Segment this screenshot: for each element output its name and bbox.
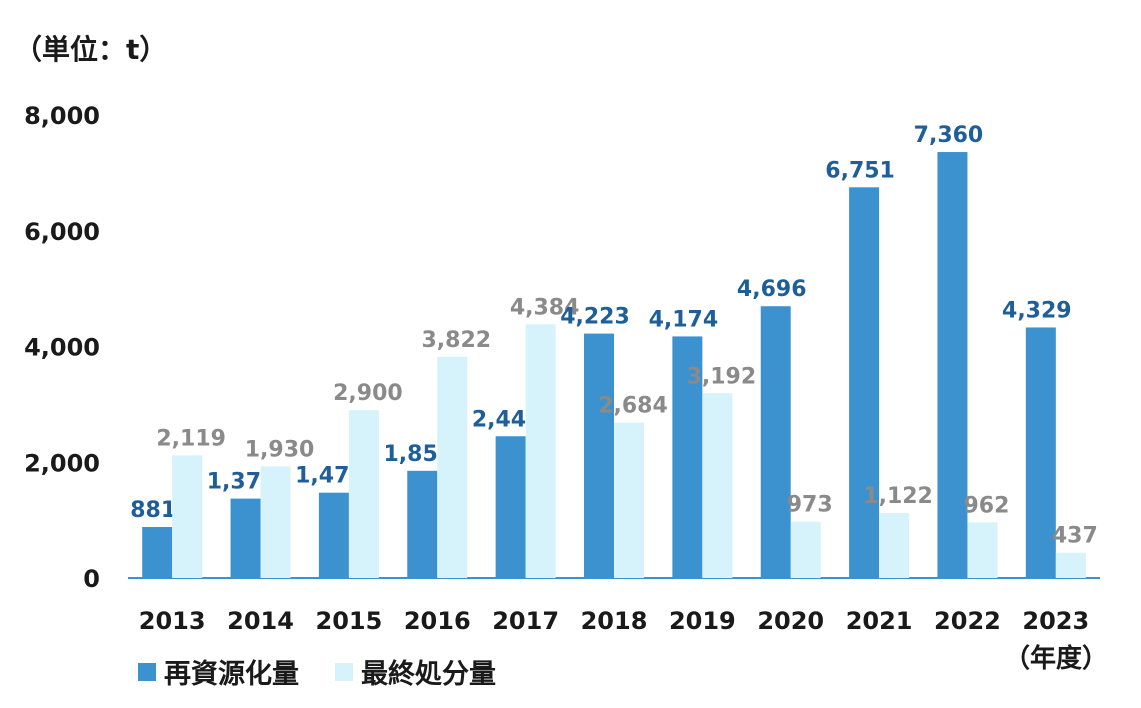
- data-label-recycled: 7,360: [914, 123, 984, 148]
- bar-recycled: [318, 492, 349, 578]
- data-label-landfill: 1,122: [863, 484, 933, 509]
- x-tick-label: 2015: [316, 607, 383, 635]
- legend: 再資源化量 最終処分量: [138, 652, 532, 691]
- x-tick-label: 2019: [669, 607, 736, 635]
- data-label-landfill: 437: [1052, 524, 1098, 549]
- x-tick-label: 2018: [581, 607, 648, 635]
- data-label-landfill: 962: [963, 493, 1009, 518]
- bar-landfill: [790, 521, 821, 578]
- y-tick-label: 0: [83, 565, 100, 593]
- bar-recycled: [230, 498, 261, 578]
- bar-landfill: [525, 324, 556, 578]
- bar-recycled: [584, 333, 614, 578]
- legend-swatch-recycled: [138, 662, 156, 681]
- bar-recycled: [760, 306, 791, 578]
- data-label-landfill: 973: [787, 493, 833, 518]
- legend-item-landfill: 最終処分量: [335, 652, 496, 691]
- x-tick-label: 2023: [1022, 607, 1089, 635]
- bar-recycled: [937, 152, 968, 579]
- bar-landfill: [614, 422, 644, 578]
- bar-landfill: [260, 466, 291, 578]
- data-label-landfill: 3,822: [421, 328, 491, 353]
- data-label-recycled: 4,223: [560, 305, 630, 330]
- data-label-landfill: 3,192: [687, 364, 757, 389]
- x-tick-label: 2013: [139, 607, 206, 635]
- bar-landfill: [437, 356, 468, 578]
- bar-landfill: [967, 522, 998, 578]
- data-label-recycled: 4,696: [737, 277, 807, 302]
- data-label-landfill: 4,384: [510, 295, 580, 320]
- y-tick-label: 4,000: [24, 334, 100, 362]
- bar-landfill: [172, 455, 203, 578]
- x-axis-unit-label: （年度）: [1004, 644, 1109, 674]
- x-tick-label: 2014: [227, 607, 294, 635]
- legend-swatch-landfill: [335, 662, 353, 681]
- bar-landfill: [702, 393, 733, 578]
- data-label-landfill: 2,900: [333, 381, 403, 406]
- bar-landfill: [1055, 552, 1086, 578]
- y-tick-label: 8,000: [24, 102, 100, 130]
- bar-recycled: [1025, 327, 1056, 578]
- bar-landfill: [879, 513, 910, 578]
- bar-recycled: [849, 187, 880, 578]
- data-label-recycled: 4,329: [1002, 298, 1072, 323]
- data-label-landfill: 1,930: [245, 437, 315, 462]
- bar-recycled: [672, 336, 703, 578]
- data-label-landfill: 2,119: [156, 426, 226, 451]
- data-label-landfill: 2,684: [598, 394, 668, 419]
- unit-label: （単位：t）: [14, 33, 168, 66]
- data-label-recycled: 6,751: [825, 158, 895, 183]
- y-tick-label: 2,000: [24, 449, 100, 477]
- bar-landfill: [348, 410, 379, 578]
- data-label-recycled: 4,174: [649, 307, 719, 332]
- x-tick-label: 2020: [757, 607, 824, 635]
- bar-recycled: [142, 527, 173, 578]
- x-tick-label: 2017: [492, 607, 559, 635]
- legend-item-recycled: 再資源化量: [138, 652, 299, 691]
- legend-label-recycled: 再資源化量: [164, 659, 299, 690]
- data-label-recycled: 881: [130, 498, 176, 523]
- legend-label-landfill: 最終処分量: [361, 659, 496, 690]
- bar-recycled: [407, 470, 438, 578]
- y-tick-label: 6,000: [24, 218, 100, 246]
- x-tick-label: 2021: [846, 607, 913, 635]
- x-tick-label: 2016: [404, 607, 471, 635]
- bar-recycled: [495, 436, 526, 578]
- x-tick-label: 2022: [934, 607, 1001, 635]
